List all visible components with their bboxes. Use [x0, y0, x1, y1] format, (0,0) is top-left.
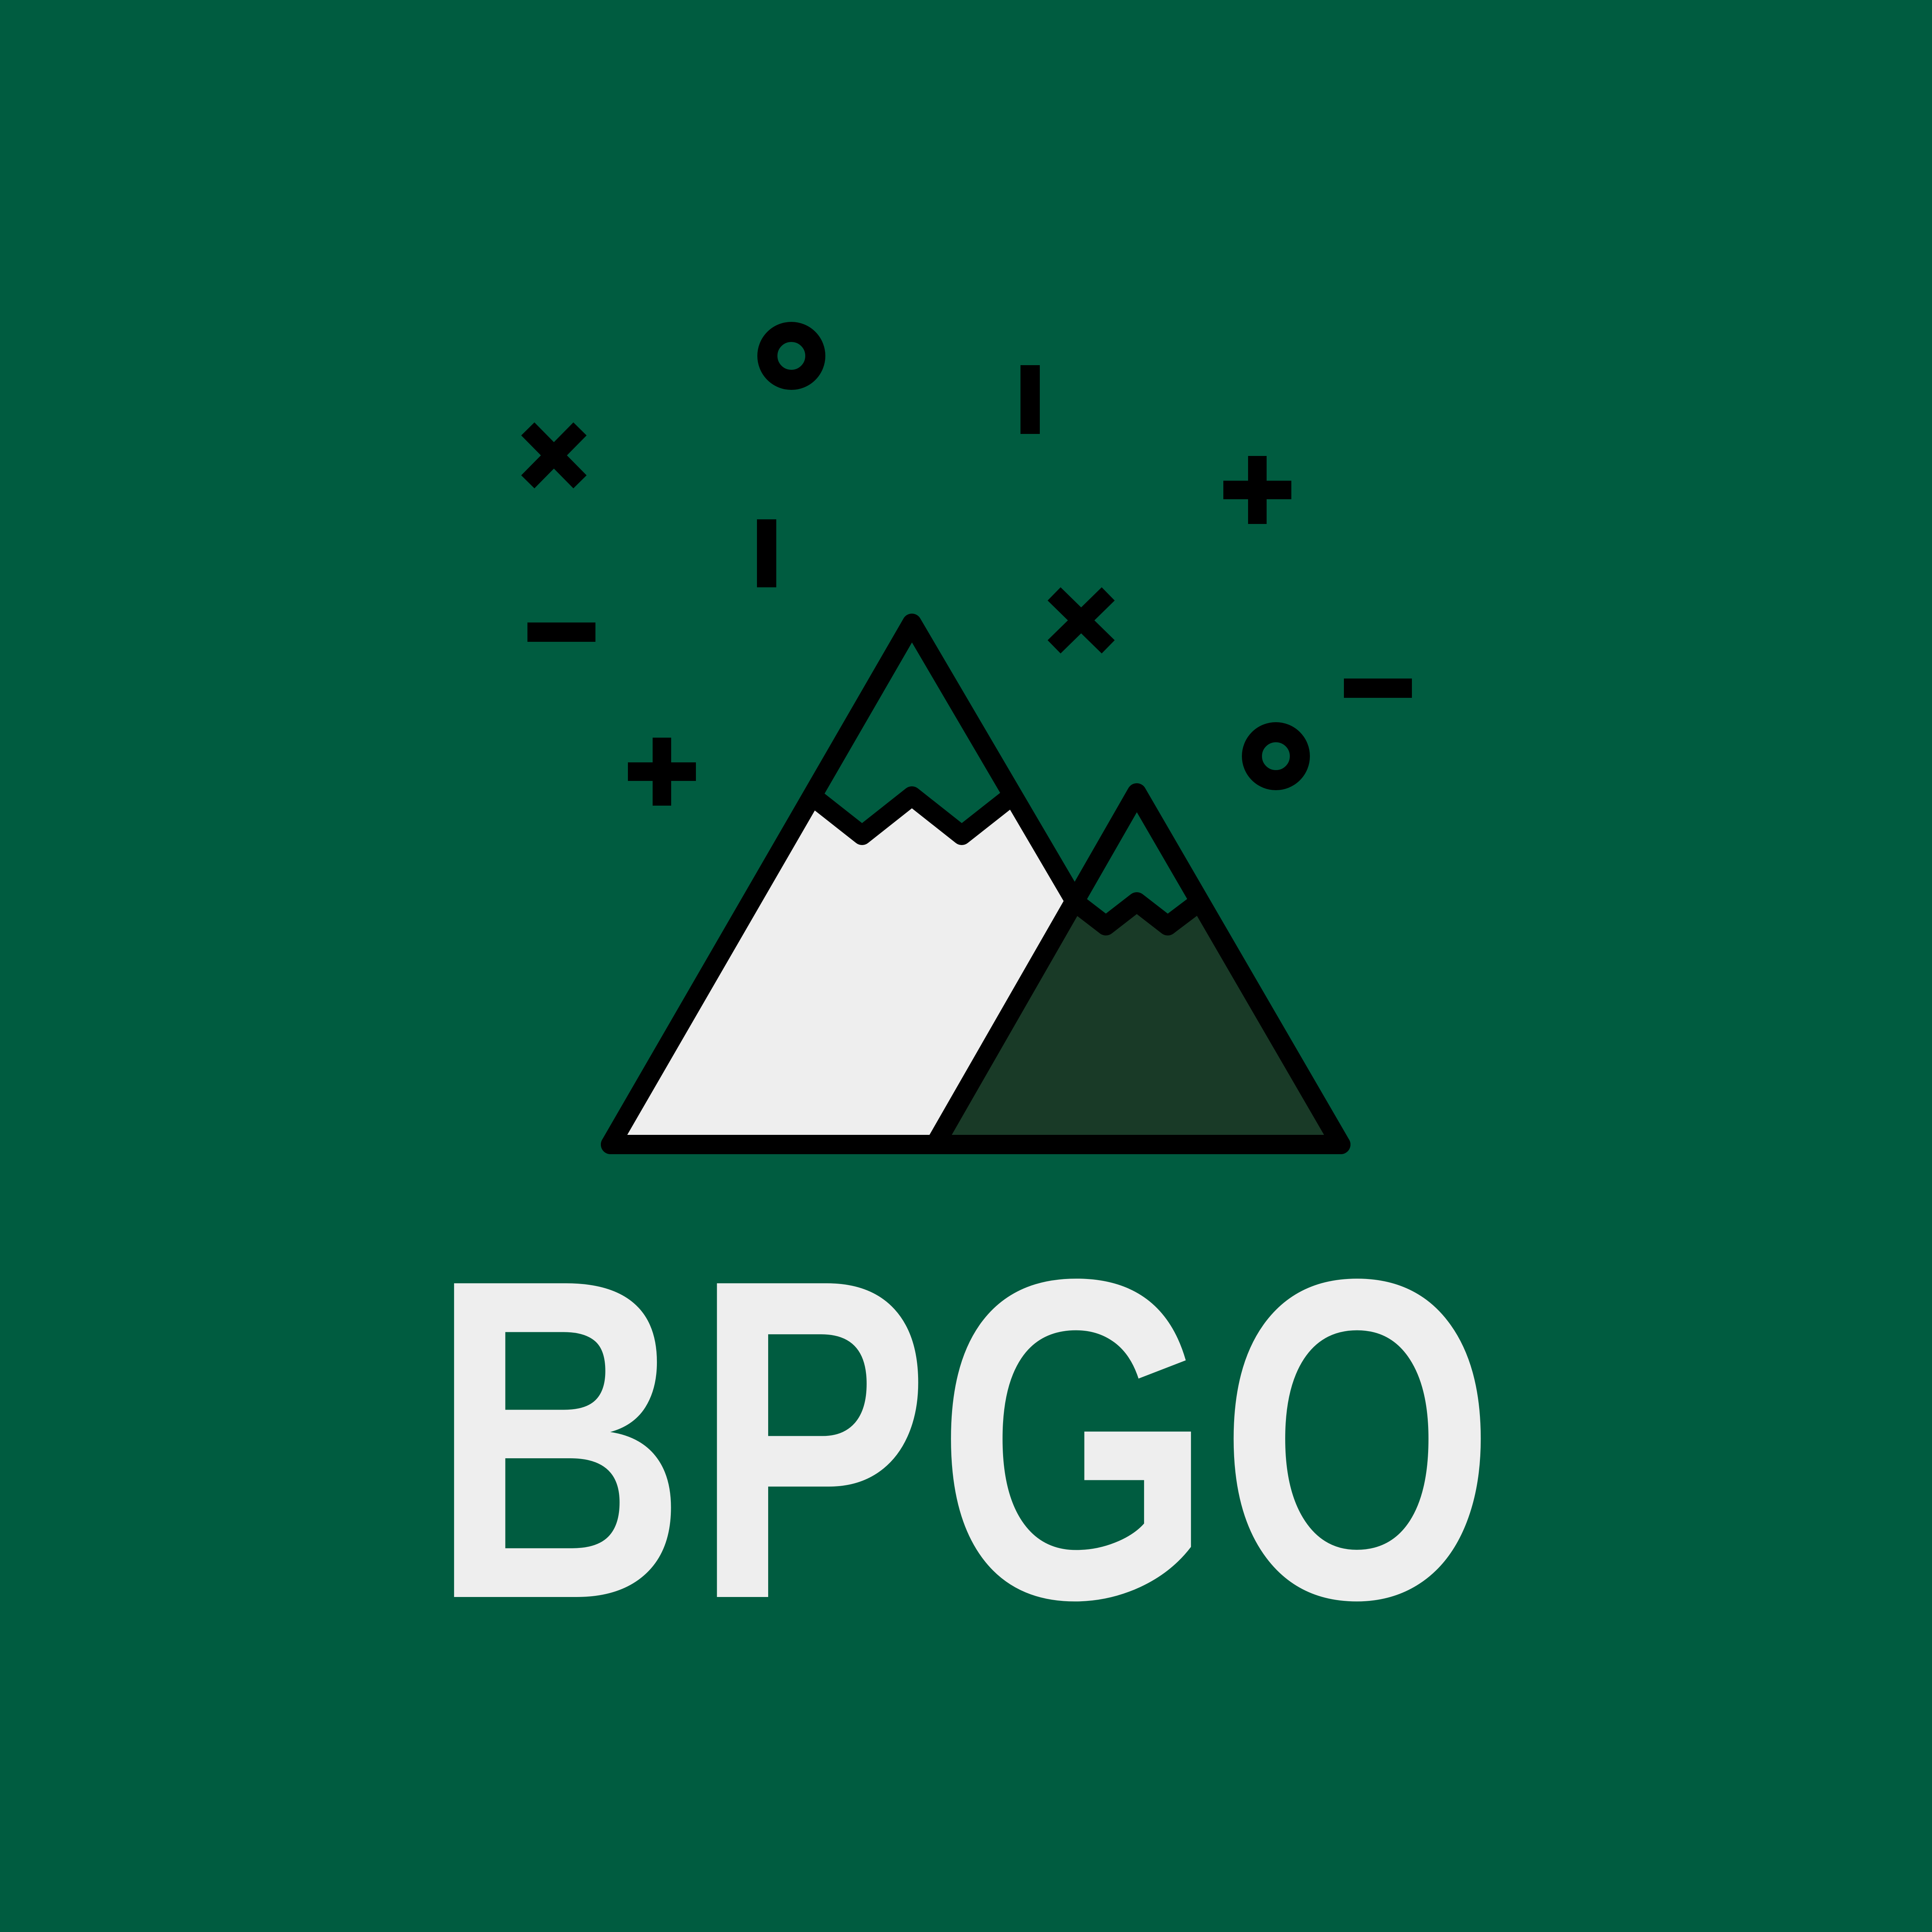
front-snow-line — [803, 786, 1020, 845]
plus-icon — [628, 738, 696, 806]
plus-icon — [1223, 456, 1291, 524]
mountains-icon — [601, 614, 1350, 1154]
rear-mountain-cap — [1076, 793, 1199, 926]
rear-mountain-outline — [925, 783, 1350, 1154]
cross-icon — [521, 422, 587, 488]
ring-icon — [757, 322, 825, 390]
brand-wordmark: BPGO — [430, 1185, 1502, 1694]
decorations — [521, 322, 1412, 806]
cross-icon — [1048, 587, 1115, 654]
front-mountain-cap — [813, 623, 1011, 835]
rear-snow-line — [1066, 892, 1209, 935]
rear-mountain-body — [940, 902, 1338, 1142]
ring-icon — [1242, 722, 1310, 790]
front-mountain-body — [611, 796, 1070, 1142]
front-mountain-outline — [601, 614, 1085, 1154]
